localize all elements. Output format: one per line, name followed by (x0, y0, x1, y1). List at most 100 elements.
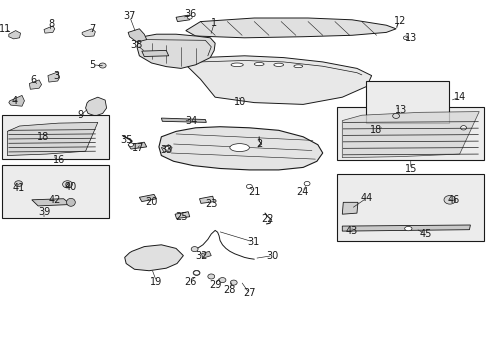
Text: 18: 18 (369, 125, 382, 135)
Polygon shape (128, 29, 146, 42)
Bar (337, 174, 483, 241)
Text: 43: 43 (345, 226, 358, 236)
Text: 7: 7 (89, 24, 95, 34)
Polygon shape (44, 26, 55, 33)
Text: 11: 11 (0, 24, 11, 34)
Polygon shape (9, 31, 20, 39)
Text: 4: 4 (12, 96, 18, 106)
Bar (2, 165, 109, 218)
Circle shape (62, 181, 72, 188)
Bar (337, 107, 483, 160)
Polygon shape (199, 196, 214, 203)
Polygon shape (7, 122, 98, 156)
Polygon shape (9, 95, 24, 106)
Text: 19: 19 (150, 276, 163, 287)
Ellipse shape (229, 144, 249, 152)
Text: 26: 26 (184, 276, 197, 287)
Text: 38: 38 (130, 40, 143, 50)
Text: 8: 8 (48, 19, 54, 29)
Text: 5: 5 (89, 60, 95, 70)
Polygon shape (142, 50, 168, 57)
Text: 30: 30 (266, 251, 279, 261)
Circle shape (392, 113, 399, 118)
Circle shape (246, 184, 252, 189)
Text: 20: 20 (145, 197, 158, 207)
Circle shape (403, 36, 407, 40)
Text: 29: 29 (208, 280, 221, 290)
Polygon shape (124, 245, 183, 271)
Circle shape (207, 274, 214, 279)
Text: 41: 41 (12, 183, 25, 193)
Circle shape (230, 280, 237, 285)
Text: 39: 39 (38, 207, 50, 217)
Text: 31: 31 (246, 237, 259, 247)
Polygon shape (48, 72, 60, 82)
Circle shape (15, 181, 22, 186)
Ellipse shape (254, 63, 264, 66)
Ellipse shape (66, 198, 75, 206)
Circle shape (460, 126, 466, 130)
Bar (2, 115, 109, 159)
Text: 3: 3 (53, 71, 59, 81)
Polygon shape (185, 56, 371, 104)
Ellipse shape (293, 65, 302, 68)
Circle shape (99, 63, 106, 68)
Text: 34: 34 (185, 116, 198, 126)
Text: 13: 13 (404, 33, 416, 43)
Text: 32: 32 (195, 251, 207, 261)
Polygon shape (32, 199, 71, 206)
Circle shape (187, 15, 192, 19)
Polygon shape (128, 142, 146, 149)
Polygon shape (139, 194, 156, 202)
Text: 33: 33 (160, 145, 172, 156)
Circle shape (443, 195, 455, 204)
Circle shape (304, 181, 309, 186)
Ellipse shape (404, 226, 411, 231)
Text: 14: 14 (452, 92, 465, 102)
Text: 27: 27 (243, 288, 255, 298)
Polygon shape (342, 225, 469, 231)
Circle shape (128, 143, 133, 147)
Text: 35: 35 (120, 135, 132, 145)
Text: 36: 36 (184, 9, 197, 19)
Bar (365, 81, 448, 123)
Polygon shape (342, 112, 478, 158)
Text: 22: 22 (261, 214, 274, 224)
Ellipse shape (273, 63, 283, 66)
Polygon shape (29, 80, 41, 89)
Text: 37: 37 (123, 11, 136, 21)
Text: 10: 10 (233, 96, 245, 107)
Text: 18: 18 (37, 132, 49, 142)
Polygon shape (161, 118, 206, 122)
Text: 6: 6 (30, 75, 36, 85)
Text: 46: 46 (447, 195, 459, 205)
Text: 45: 45 (418, 229, 431, 239)
Text: 21: 21 (247, 186, 260, 197)
Text: 44: 44 (360, 193, 372, 203)
Text: 9: 9 (78, 110, 83, 120)
Text: 16: 16 (52, 155, 65, 165)
Text: 17: 17 (131, 143, 144, 153)
Circle shape (193, 270, 200, 275)
Text: 28: 28 (223, 285, 236, 295)
Text: 42: 42 (48, 195, 61, 205)
Polygon shape (175, 212, 189, 219)
Text: 2: 2 (256, 139, 262, 149)
Text: 15: 15 (404, 164, 416, 174)
Text: 13: 13 (394, 105, 407, 115)
Ellipse shape (230, 63, 243, 67)
Text: 25: 25 (175, 212, 188, 222)
Polygon shape (137, 34, 215, 68)
Text: 24: 24 (295, 186, 308, 197)
Circle shape (164, 147, 169, 150)
Polygon shape (159, 127, 322, 170)
Polygon shape (201, 251, 211, 258)
Polygon shape (342, 202, 357, 214)
Text: 1: 1 (211, 18, 217, 28)
Text: o: o (65, 180, 70, 189)
Text: 23: 23 (204, 199, 217, 210)
Circle shape (191, 247, 198, 252)
Circle shape (193, 271, 199, 275)
Text: 12: 12 (393, 16, 406, 26)
Polygon shape (176, 15, 189, 22)
